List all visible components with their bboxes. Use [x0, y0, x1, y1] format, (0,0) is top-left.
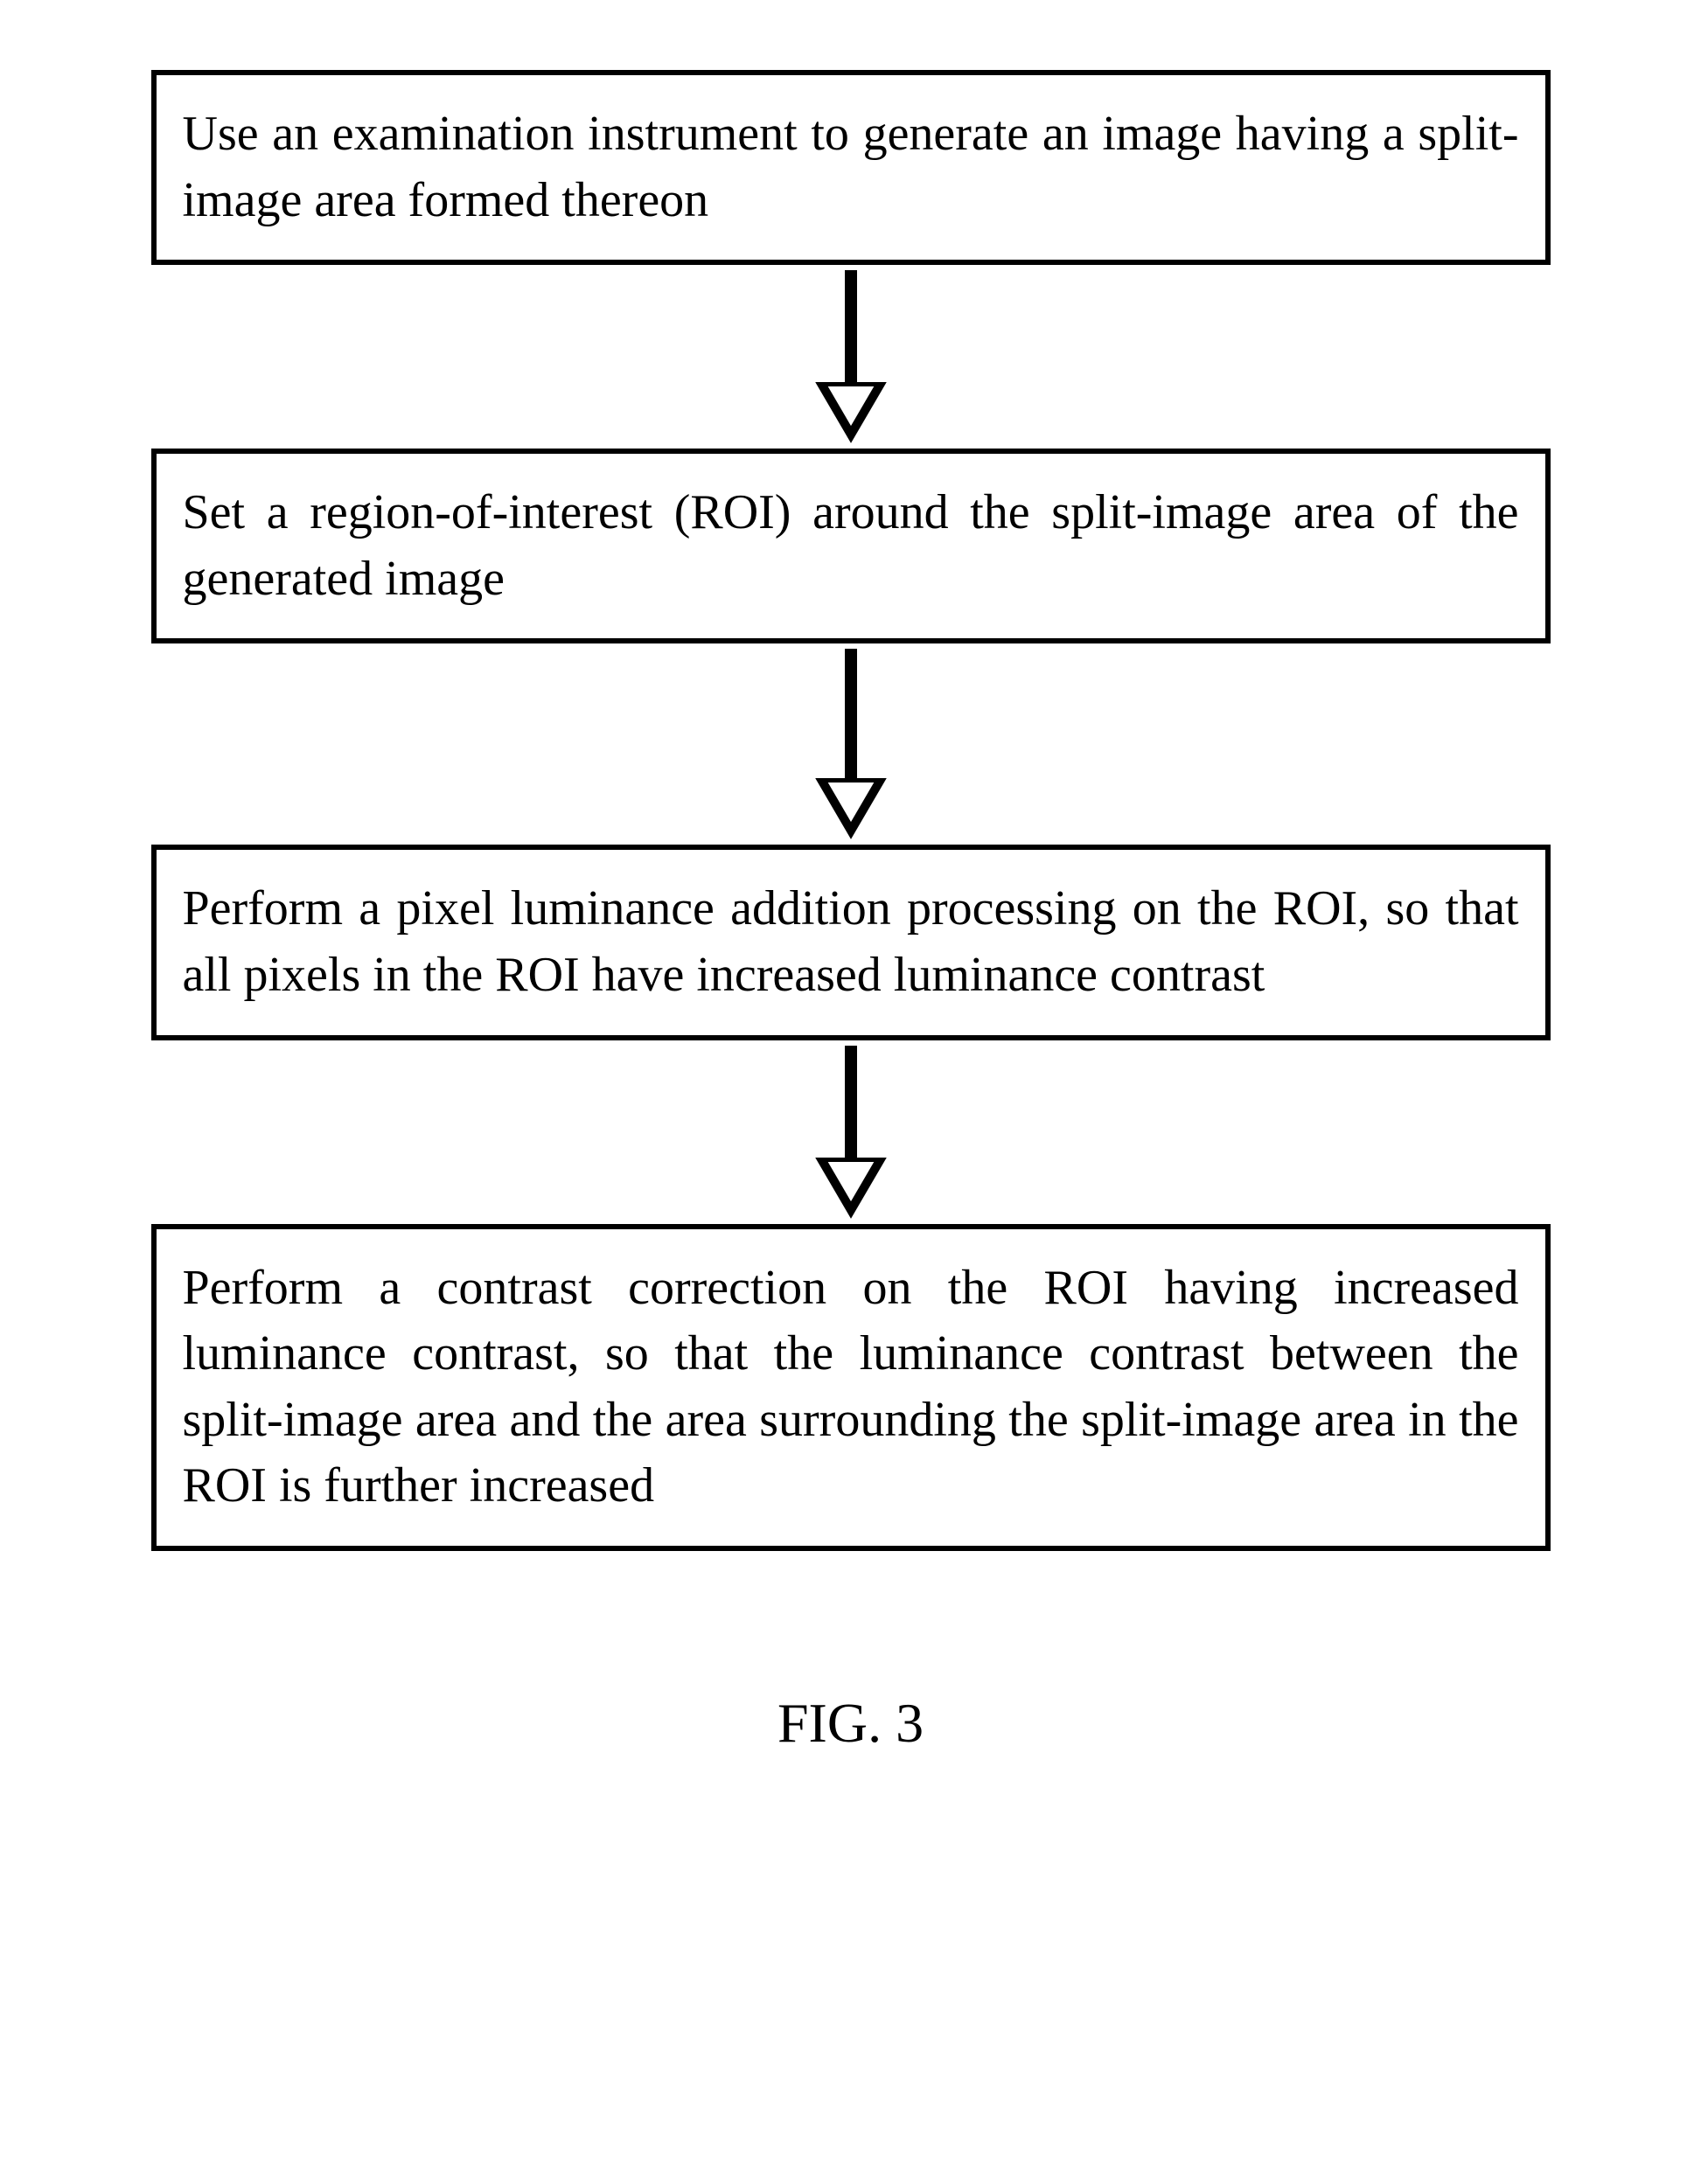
flowchart-step-1: Use an examination instrument to generat…	[151, 70, 1551, 265]
figure-caption: FIG. 3	[777, 1691, 924, 1756]
arrow-head-icon	[812, 382, 890, 443]
step-text: Perform a contrast correction on the ROI…	[183, 1255, 1519, 1520]
arrow-2	[812, 649, 890, 839]
arrow-line	[845, 270, 857, 384]
step-text: Set a region-of-interest (ROI) around th…	[183, 480, 1519, 612]
flowchart-step-4: Perform a contrast correction on the ROI…	[151, 1224, 1551, 1551]
flowchart-step-3: Perform a pixel luminance addition proce…	[151, 845, 1551, 1040]
step-text: Use an examination instrument to generat…	[183, 101, 1519, 233]
arrow-line	[845, 649, 857, 780]
arrow-3	[812, 1046, 890, 1219]
flowchart-step-2: Set a region-of-interest (ROI) around th…	[151, 449, 1551, 643]
arrow-head-icon	[812, 1158, 890, 1219]
arrow-head-icon	[812, 778, 890, 839]
step-text: Perform a pixel luminance addition proce…	[183, 876, 1519, 1008]
flowchart-container: Use an examination instrument to generat…	[151, 70, 1551, 1551]
arrow-line	[845, 1046, 857, 1159]
arrow-1	[812, 270, 890, 443]
